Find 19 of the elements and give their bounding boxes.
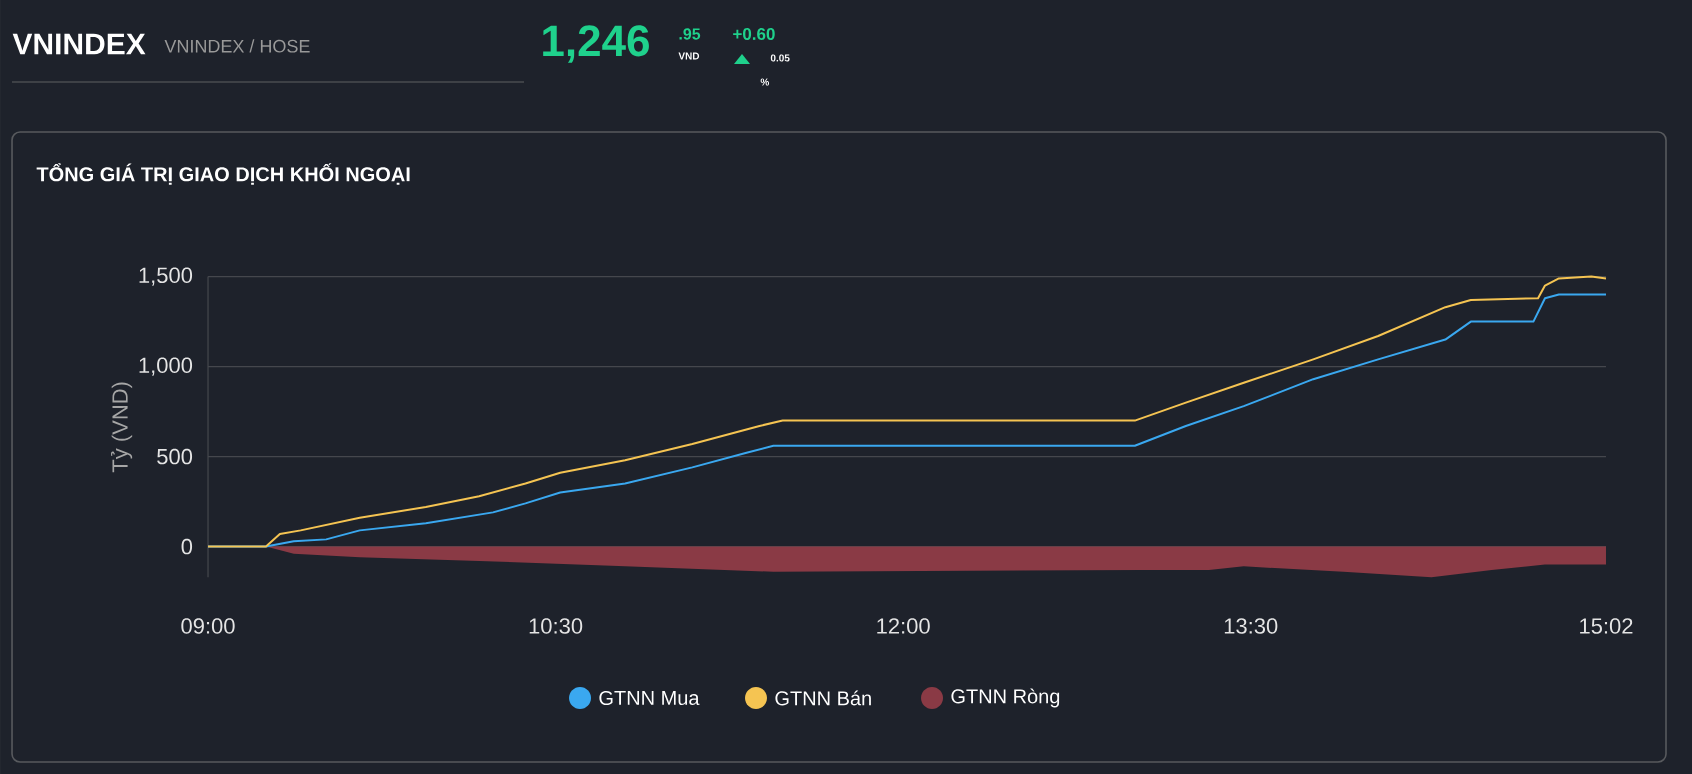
x-tick-label: 12:00	[877, 618, 930, 634]
x-tick-label: 10:30	[529, 618, 583, 634]
text: VNINDEX / HOSE	[164, 39, 310, 53]
y-tick-label: 1,000	[139, 357, 193, 376]
x-tick-label: 15:02	[1580, 618, 1633, 634]
x-tick-label: 13:30	[1224, 618, 1278, 634]
y-axis-title: Tỷ (VND)	[111, 382, 133, 473]
y-tick-label: 1,500	[139, 267, 193, 286]
y-tick-label: 0	[181, 538, 193, 555]
text: +0.60	[733, 27, 775, 40]
legend-label: GTNN Bán	[775, 690, 871, 706]
text: .95	[679, 28, 701, 40]
legend-label: GTNN Mua	[599, 690, 700, 706]
legend-label: GTNN Ròng	[951, 688, 1060, 708]
text: 1,246	[543, 25, 649, 63]
x-tick-label: 09:00	[181, 618, 235, 634]
y-tick-label: 500	[157, 448, 193, 465]
text: VNINDEX	[12, 33, 146, 55]
chart-title: TỔNG GIÁ TRỊ GIAO DỊCH KHỐI NGOẠI	[36, 163, 410, 185]
